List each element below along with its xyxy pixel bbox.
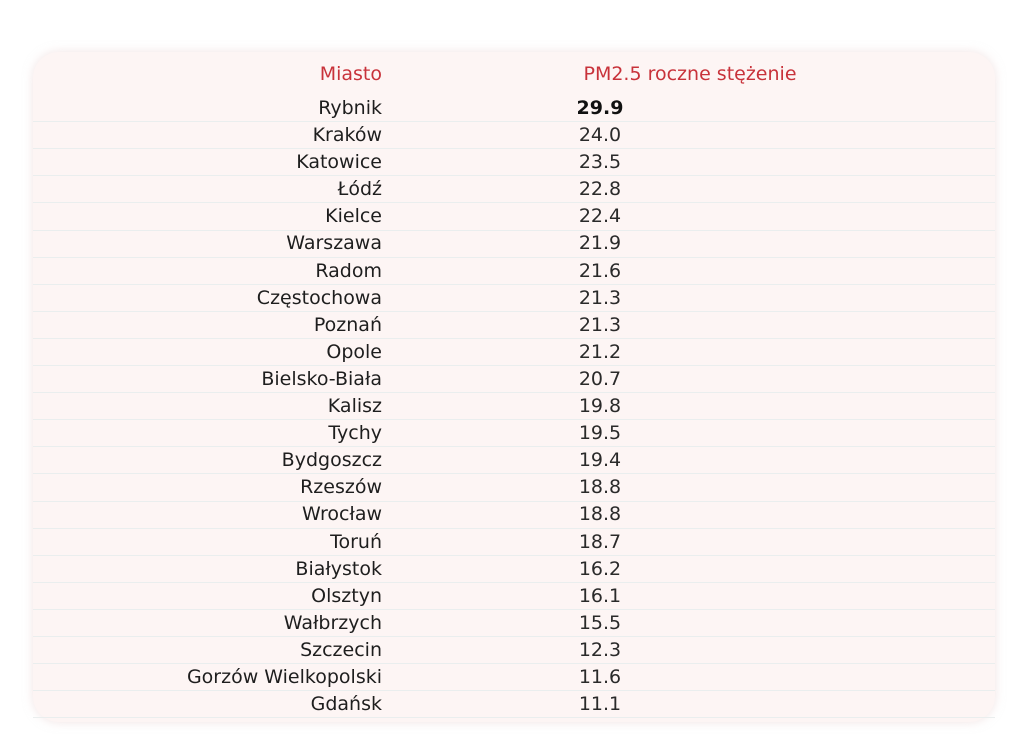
city-cell: Białystok [295, 557, 382, 580]
pm25-value-cell: 16.1 [578, 584, 622, 607]
pm25-value-cell: 21.9 [578, 232, 622, 255]
city-cell: Kielce [325, 205, 382, 228]
city-cell: Poznań [313, 313, 382, 336]
city-cell: Kraków [312, 124, 382, 147]
pm25-value-cell: 12.3 [578, 638, 622, 661]
city-cell: Kalisz [327, 395, 382, 418]
pm25-value-cell: 21.3 [578, 286, 622, 309]
table-row: Rzeszów 18.8 [0, 474, 1023, 501]
table-row: Szczecin 12.3 [0, 637, 1023, 664]
city-cell: Bielsko-Biała [261, 367, 382, 390]
table-row: Bydgoszcz 19.4 [0, 447, 1023, 474]
city-cell: Rybnik [318, 97, 382, 119]
table-row: Poznań 21.3 [0, 312, 1023, 339]
pm25-value-cell: 18.8 [578, 503, 622, 526]
table-row: Kalisz 19.8 [0, 393, 1023, 420]
table-row: Łódź 22.8 [0, 176, 1023, 203]
table-row: Olsztyn 16.1 [0, 583, 1023, 610]
city-cell: Bydgoszcz [281, 449, 382, 472]
table-row: Warszawa 21.9 [0, 230, 1023, 257]
city-cell: Warszawa [286, 232, 382, 255]
pm25-value-cell: 21.3 [578, 313, 622, 336]
pm25-value-cell: 18.8 [578, 476, 622, 499]
table-row: Gorzów Wielkopolski 11.6 [0, 664, 1023, 691]
city-cell: Gdańsk [310, 693, 382, 716]
city-cell: Częstochowa [256, 286, 382, 309]
pm25-value-cell: 15.5 [578, 611, 622, 634]
pm25-value-cell: 19.8 [578, 395, 622, 418]
city-cell: Gorzów Wielkopolski [186, 665, 382, 688]
pm25-value-cell: 29.9 [576, 97, 624, 119]
table-body: Rybnik 29.9 Kraków 24.0 Katowice 23.5 Łódź 22.8… [0, 95, 1023, 718]
table-row: Częstochowa 21.3 [0, 285, 1023, 312]
table-row: Bielsko-Biała 20.7 [0, 366, 1023, 393]
city-cell: Katowice [296, 151, 382, 174]
pm25-value-cell: 19.5 [578, 422, 622, 445]
column-header-city: Miasto [319, 63, 382, 85]
city-cell: Wałbrzych [283, 611, 382, 634]
pm25-value-cell: 16.2 [578, 557, 622, 580]
pm25-value-cell: 21.6 [578, 259, 622, 282]
pm25-value-cell: 23.5 [578, 151, 622, 174]
table-row: Katowice 23.5 [0, 149, 1023, 176]
city-cell: Olsztyn [311, 584, 382, 607]
pm25-value-cell: 22.4 [578, 205, 622, 228]
city-cell: Opole [326, 340, 382, 363]
table-row: Kielce 22.4 [0, 203, 1023, 230]
table-row: Tychy 19.5 [0, 420, 1023, 447]
city-cell: Toruń [330, 530, 382, 553]
pm25-value-cell: 19.4 [578, 449, 622, 472]
table-row: Białystok 16.2 [0, 556, 1023, 583]
table-row: Wałbrzych 15.5 [0, 610, 1023, 637]
pm25-value-cell: 24.0 [578, 124, 622, 147]
city-cell: Szczecin [300, 638, 382, 661]
city-cell: Wrocław [302, 503, 382, 526]
table-row: Rybnik 29.9 [0, 95, 1023, 122]
city-cell: Radom [315, 259, 382, 282]
table-row: Kraków 24.0 [0, 122, 1023, 149]
pm25-value-cell: 11.1 [578, 693, 622, 716]
table-row: Toruń 18.7 [0, 529, 1023, 556]
pm25-value-cell: 11.6 [578, 665, 622, 688]
table-row: Opole 21.2 [0, 339, 1023, 366]
city-cell: Tychy [328, 422, 382, 445]
pm25-value-cell: 22.8 [578, 178, 622, 201]
table-panel [33, 52, 995, 722]
pm25-value-cell: 21.2 [578, 340, 622, 363]
pm25-value-cell: 20.7 [578, 367, 622, 390]
table-row: Wrocław 18.8 [0, 501, 1023, 528]
city-cell: Łódź [337, 178, 382, 201]
column-header-pm25: PM2.5 roczne stężenie [583, 63, 797, 85]
table-row: Gdańsk 11.1 [0, 691, 1023, 718]
table-row: Radom 21.6 [0, 258, 1023, 285]
city-cell: Rzeszów [300, 476, 382, 499]
pm25-value-cell: 18.7 [578, 530, 622, 553]
